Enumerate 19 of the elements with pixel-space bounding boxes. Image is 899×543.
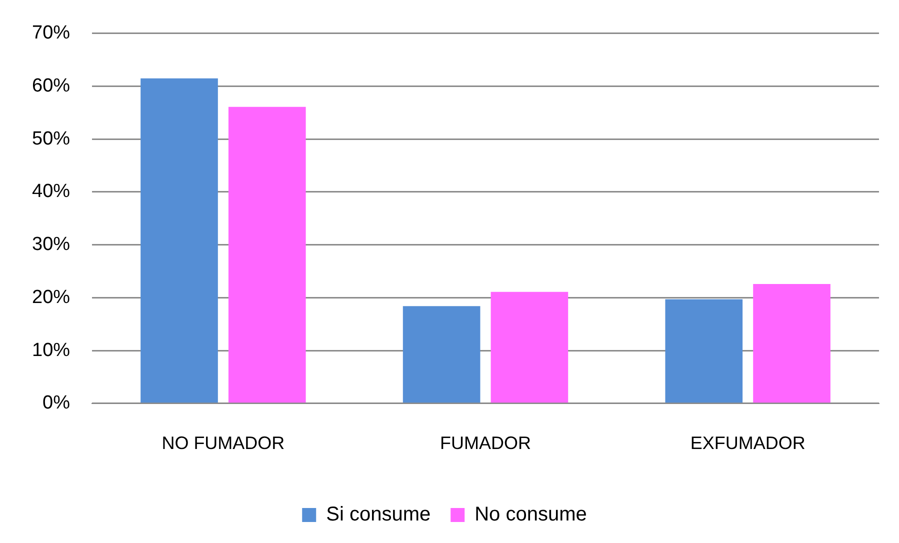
bar (665, 299, 743, 403)
bar (140, 78, 218, 403)
x-tick-label: FUMADOR (440, 433, 532, 454)
bar (490, 292, 568, 403)
y-tick-label: 30% (32, 234, 70, 256)
y-tick-label: 60% (32, 75, 70, 96)
y-tick-label: 40% (32, 181, 70, 202)
y-tick-label: 0% (42, 392, 70, 414)
y-tick-label: 10% (32, 340, 70, 361)
bar (402, 306, 480, 403)
x-tick-label: EXFUMADOR (690, 433, 806, 454)
legend-label: No consume (474, 504, 587, 526)
y-tick-label: 70% (32, 22, 70, 44)
bar (753, 284, 830, 403)
y-tick-label: 20% (32, 286, 70, 308)
x-tick-label: NO FUMADOR (162, 433, 285, 454)
y-tick-label: 50% (32, 128, 70, 150)
legend-label: Si consume (326, 504, 431, 526)
bar (228, 106, 306, 403)
